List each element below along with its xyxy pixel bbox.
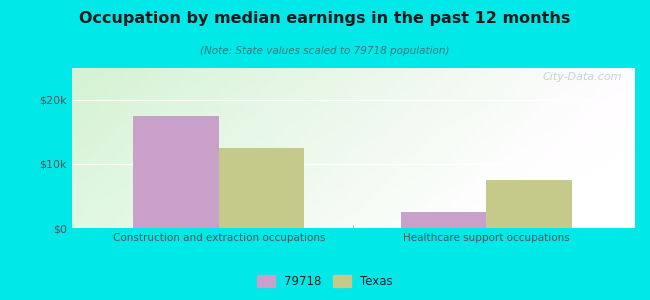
Bar [486,180,572,228]
Bar [133,116,219,228]
Text: Occupation by median earnings in the past 12 months: Occupation by median earnings in the pas… [79,11,571,26]
Bar [219,148,304,228]
Text: City-Data.com: City-Data.com [543,72,623,82]
Bar [401,212,486,228]
Text: (Note: State values scaled to 79718 population): (Note: State values scaled to 79718 popu… [200,46,450,56]
Legend: 79718, Texas: 79718, Texas [254,271,396,291]
